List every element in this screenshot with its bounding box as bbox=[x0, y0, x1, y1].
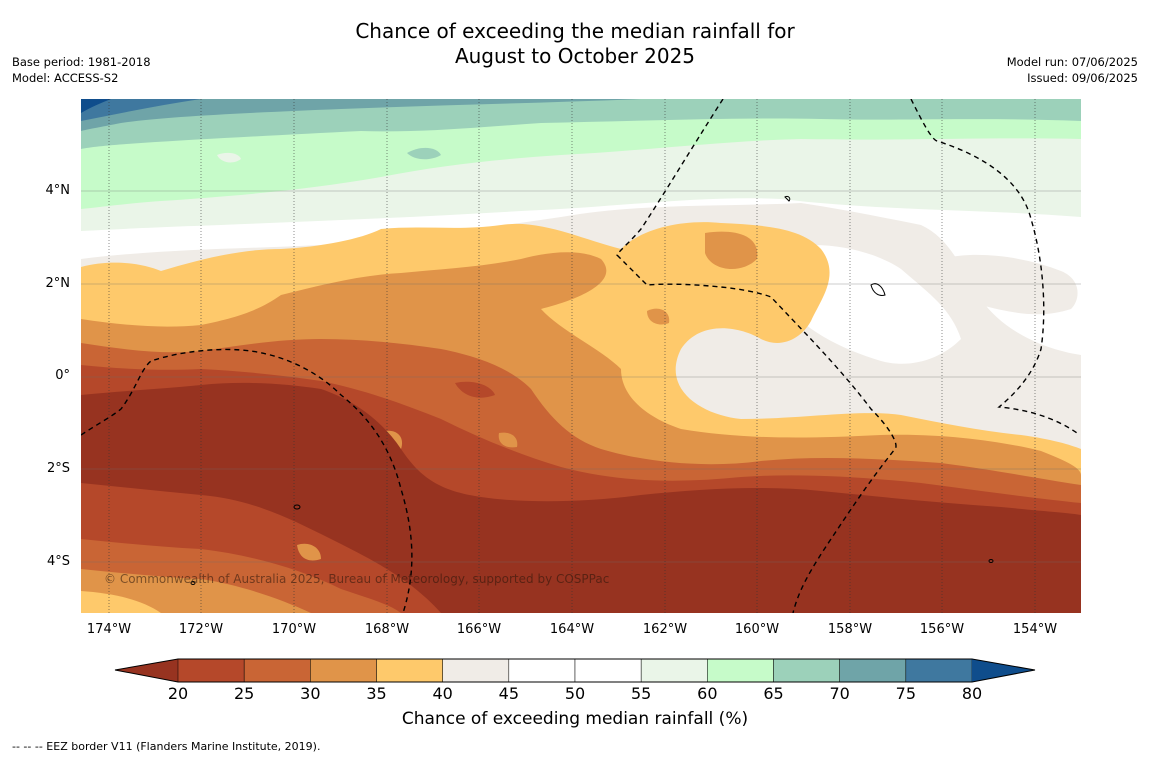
lon-label-160w: 160°W bbox=[734, 622, 780, 637]
colorbar-tick-label: 45 bbox=[498, 684, 519, 703]
colorbar-segment bbox=[442, 658, 510, 683]
lon-label-168w: 168°W bbox=[364, 622, 410, 637]
patch-20-25 bbox=[455, 381, 495, 398]
colorbar-tick-label: 40 bbox=[432, 684, 453, 703]
colorbar-segment bbox=[839, 658, 907, 683]
patch-30-35-b bbox=[647, 308, 670, 325]
patch-30-35-a bbox=[705, 231, 758, 270]
colorbar-segment bbox=[508, 658, 576, 683]
title-line-1: Chance of exceeding the median rainfall … bbox=[355, 19, 795, 43]
lon-label-174w: 174°W bbox=[86, 622, 132, 637]
colorbar-tick-label: 55 bbox=[630, 684, 652, 703]
islands bbox=[190, 196, 994, 585]
band-80-plus bbox=[81, 99, 111, 113]
colorbar-segment bbox=[707, 658, 774, 683]
meta-left: Base period: 1981-2018 Model: ACCESS-S2 bbox=[12, 54, 151, 86]
copyright-notice: © Commonwealth of Australia 2025, Bureau… bbox=[104, 572, 610, 586]
colorbar-outline bbox=[114, 658, 1036, 683]
colorbar-extend-high bbox=[972, 659, 1035, 682]
colorbar-segment bbox=[640, 658, 708, 683]
colorbar-segment bbox=[310, 658, 377, 683]
lon-label-162w: 162°W bbox=[642, 622, 688, 637]
colorbar-segment bbox=[905, 658, 973, 683]
colorbar-tick-label: 80 bbox=[961, 684, 983, 703]
meta-right: Model run: 07/06/2025 Issued: 09/06/2025 bbox=[1007, 54, 1138, 86]
eez-borders bbox=[81, 99, 1078, 613]
patch-30-35-d bbox=[498, 432, 518, 448]
lon-label-158w: 158°W bbox=[827, 622, 873, 637]
map-title: Chance of exceeding the median rainfall … bbox=[0, 19, 1150, 69]
map-frame bbox=[81, 99, 1081, 613]
band-sw-35-40 bbox=[81, 591, 161, 613]
issued-date: Issued: 09/06/2025 bbox=[1027, 71, 1138, 85]
model-name: Model: ACCESS-S2 bbox=[12, 71, 119, 85]
colorbar-tick-label: 30 bbox=[300, 684, 321, 703]
colorbar-tick-label: 20 bbox=[167, 684, 189, 703]
band-75-80 bbox=[81, 99, 201, 121]
lon-label-172w: 172°W bbox=[178, 622, 224, 637]
colorbar-tick-label: 70 bbox=[829, 684, 850, 703]
colorbar-label: Chance of exceeding median rainfall (%) bbox=[401, 709, 749, 729]
colorbar-tick-label: 25 bbox=[233, 684, 255, 703]
lat-label-equator: 0° bbox=[55, 368, 70, 383]
colorbar-segment bbox=[773, 658, 840, 683]
band-65-70 bbox=[81, 99, 1081, 149]
lon-label-164w: 164°W bbox=[549, 622, 595, 637]
lon-label-166w: 166°W bbox=[456, 622, 502, 637]
colorbar bbox=[114, 658, 1036, 683]
colorbar-tick-label: 60 bbox=[697, 684, 718, 703]
lon-label-170w: 170°W bbox=[271, 622, 317, 637]
colorbar-segment bbox=[243, 658, 311, 683]
lat-label-2s: 2°S bbox=[46, 461, 70, 476]
patch-65 bbox=[407, 147, 441, 160]
lat-label-4n: 4°N bbox=[45, 183, 71, 198]
title-line-2: August to October 2025 bbox=[454, 44, 696, 68]
base-period: Base period: 1981-2018 bbox=[12, 55, 151, 69]
lon-label-154w: 154°W bbox=[1012, 622, 1058, 637]
patch-sw-30-35 bbox=[297, 543, 321, 561]
latitude-gridlines bbox=[81, 190, 1081, 563]
lat-label-4s: 4°S bbox=[46, 554, 70, 569]
lon-label-156w: 156°W bbox=[919, 622, 965, 637]
colorbar-extend-low bbox=[115, 659, 178, 682]
rainfall-map: © Commonwealth of Australia 2025, Bureau… bbox=[81, 99, 1081, 613]
colorbar-tick-label: 35 bbox=[366, 684, 387, 703]
colorbar-tick-label: 50 bbox=[564, 684, 586, 703]
patch-55 bbox=[217, 152, 241, 163]
colorbar-segment bbox=[574, 658, 642, 683]
model-run: Model run: 07/06/2025 bbox=[1006, 55, 1138, 69]
colorbar-segments bbox=[115, 658, 1035, 683]
colorbar-segment bbox=[177, 658, 245, 683]
map-canvas bbox=[81, 99, 1081, 613]
band-70-75 bbox=[81, 99, 641, 131]
colorbar-tick-label: 75 bbox=[895, 684, 916, 703]
colorbar-segment bbox=[376, 658, 443, 683]
colorbar-tick-label: 65 bbox=[763, 684, 784, 703]
patch-light-east bbox=[941, 254, 1078, 315]
eez-footnote: -- -- -- EEZ border V11 (Flanders Marine… bbox=[12, 740, 321, 753]
lat-label-2n: 2°N bbox=[45, 276, 71, 291]
